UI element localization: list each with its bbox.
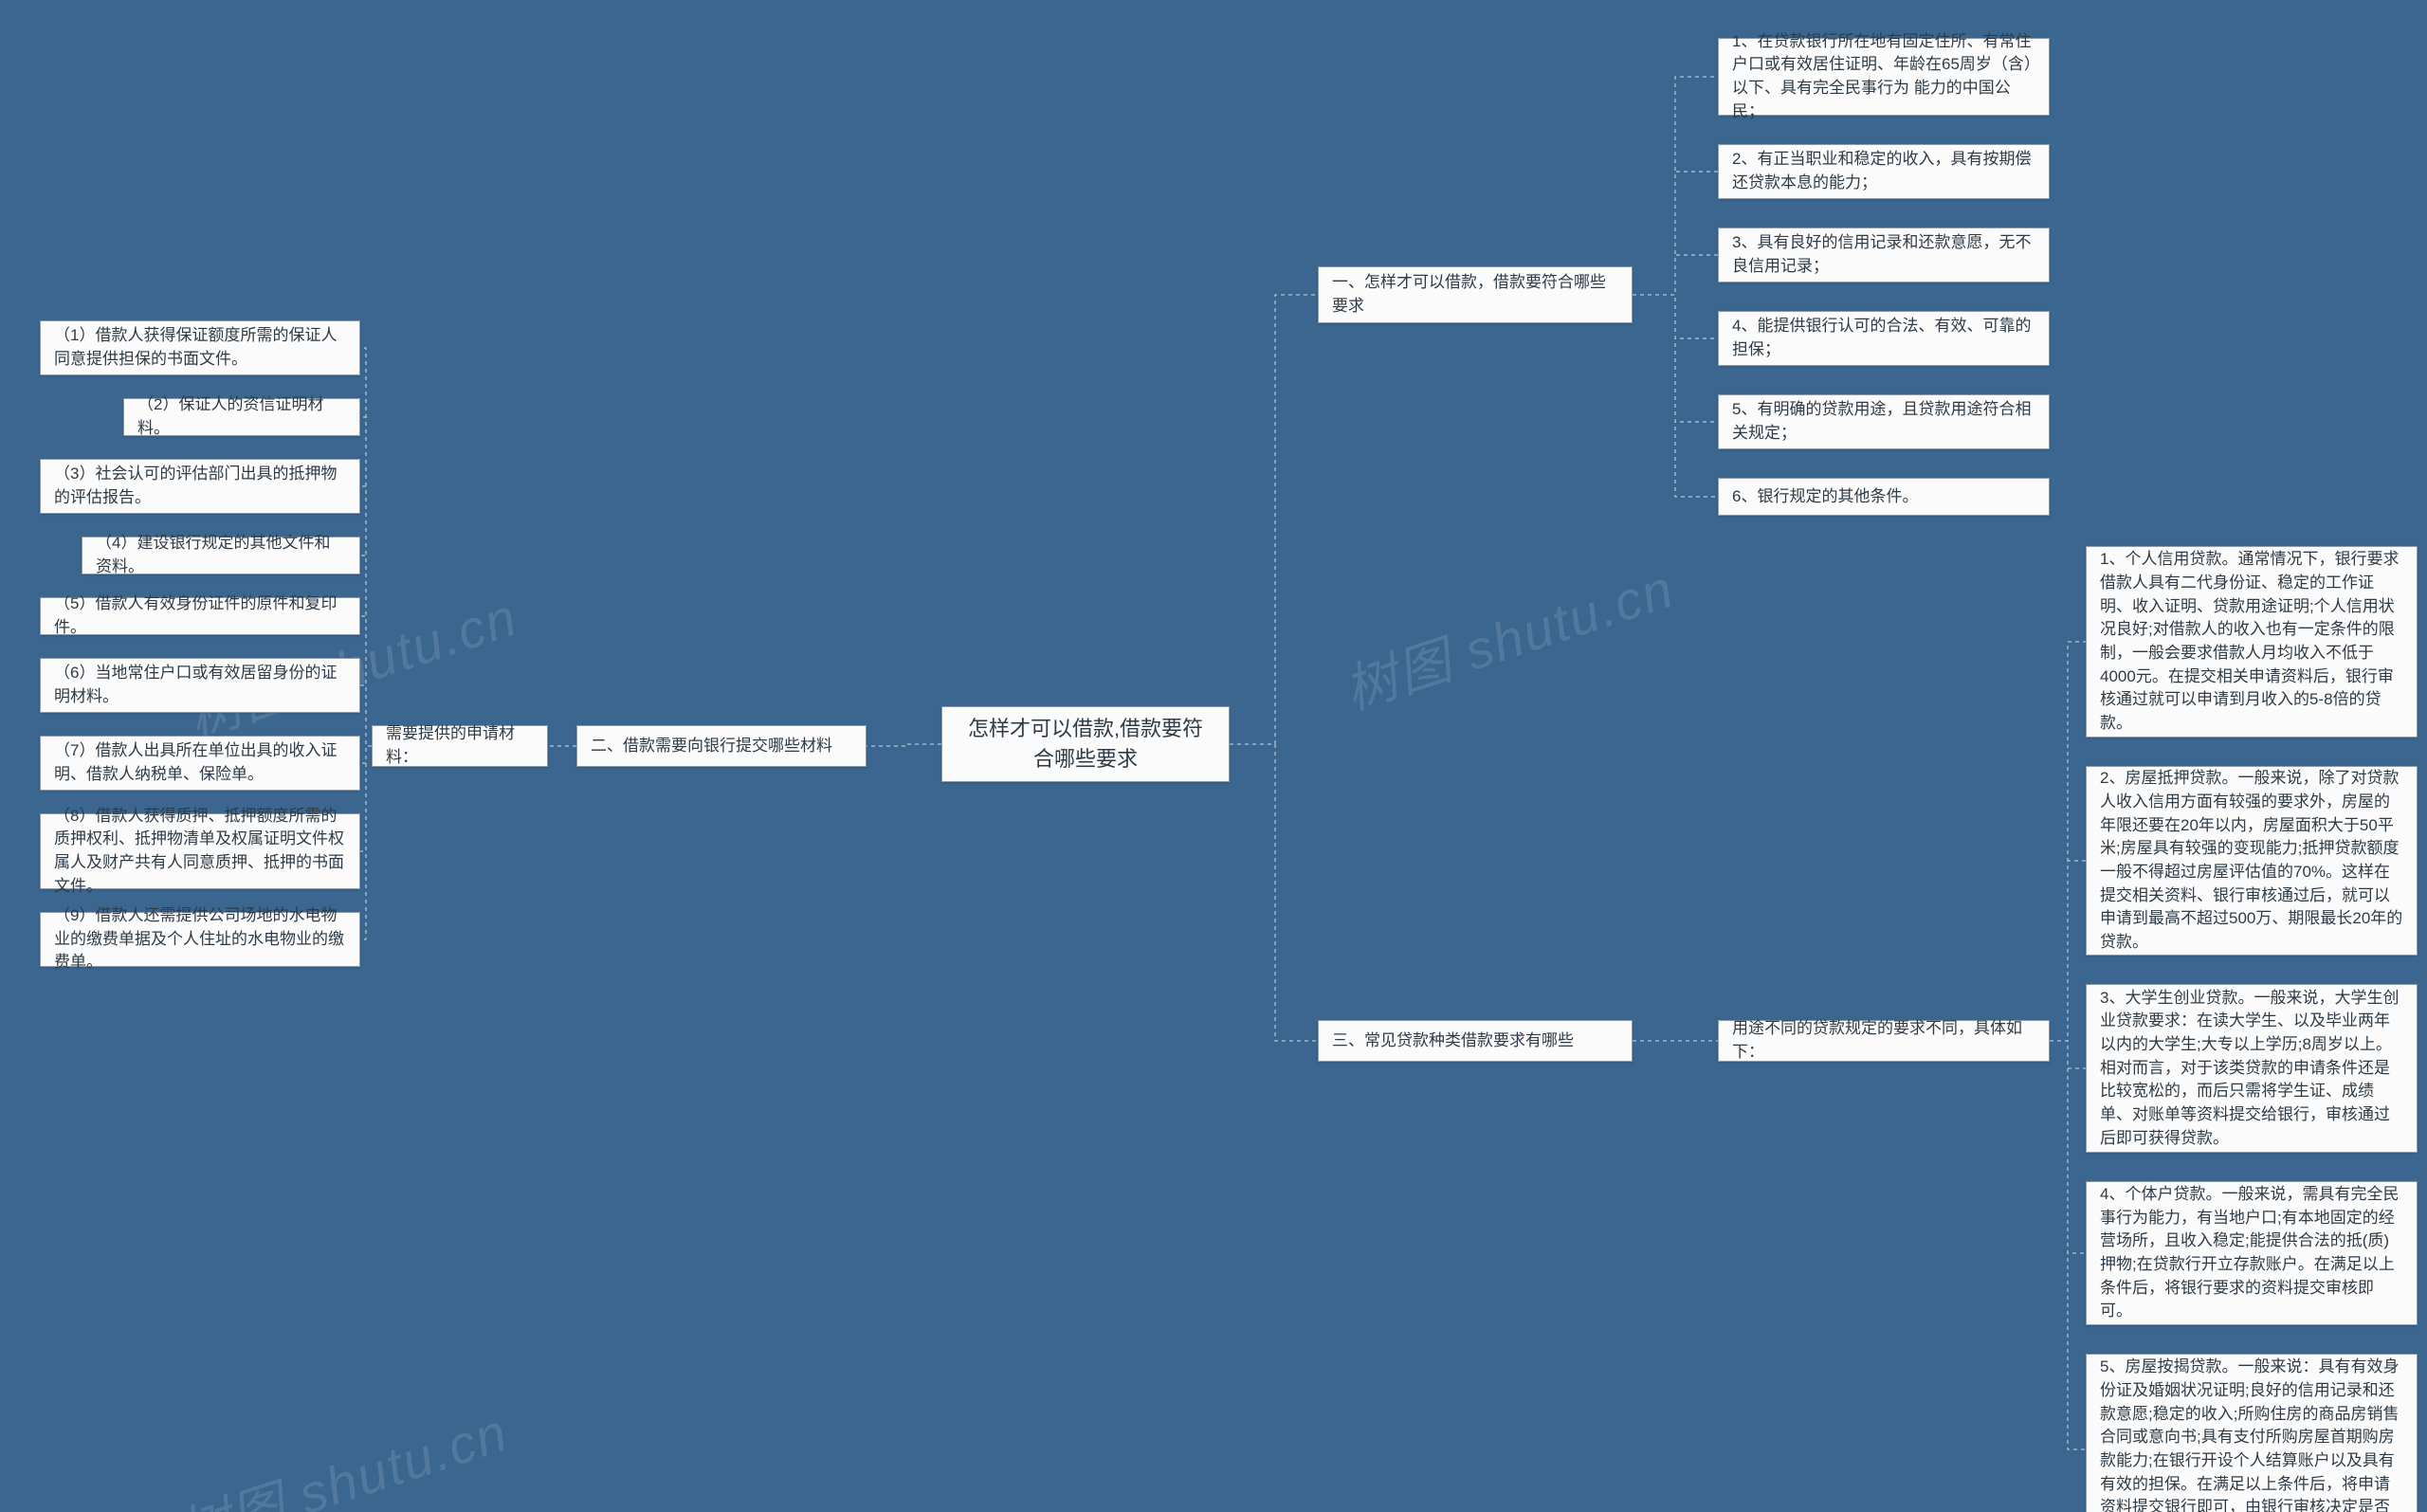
watermark: 树图 shutu.cn <box>167 1390 517 1512</box>
leaf-node[interactable]: （4）建设银行规定的其他文件和资料。 <box>82 537 360 574</box>
leaf-node[interactable]: （8）借款人获得质押、抵押额度所需的质押权利、抵押物清单及权属证明文件权属人及财… <box>40 813 360 889</box>
leaf-node[interactable]: （3）社会认可的评估部门出具的抵押物的评估报告。 <box>40 459 360 514</box>
branch-node-1[interactable]: 一、怎样才可以借款，借款要符合哪些要求 <box>1318 266 1633 323</box>
leaf-node[interactable]: （5）借款人有效身份证件的原件和复印件。 <box>40 597 360 635</box>
mindmap-canvas: 树图 shutu.cn 树图 shutu.cn 树图 shutu.cn <box>0 0 2427 1512</box>
leaf-node[interactable]: 6、银行规定的其他条件。 <box>1718 478 2050 516</box>
leaf-node[interactable]: 3、大学生创业贷款。一般来说，大学生创业贷款要求：在读大学生、以及毕业两年以内的… <box>2086 984 2418 1153</box>
leaf-node[interactable]: 3、具有良好的信用记录和还款意愿，无不良信用记录； <box>1718 228 2050 282</box>
branch-node-2[interactable]: 二、借款需要向银行提交哪些材料 <box>576 725 867 767</box>
leaf-node[interactable]: 1、个人信用贷款。通常情况下，银行要求借款人具有二代身份证、稳定的工作证明、收入… <box>2086 546 2418 738</box>
leaf-node[interactable]: （6）当地常住户口或有效居留身份的证明材料。 <box>40 658 360 713</box>
leaf-node[interactable]: （7）借款人出具所在单位出具的收入证明、借款人纳税单、保险单。 <box>40 736 360 791</box>
root-node[interactable]: 怎样才可以借款,借款要符合哪些要求 <box>941 706 1230 782</box>
leaf-node[interactable]: 4、能提供银行认可的合法、有效、可靠的担保； <box>1718 311 2050 366</box>
leaf-node[interactable]: 5、房屋按揭贷款。一般来说：具有有效身份证及婚姻状况证明;良好的信用记录和还款意… <box>2086 1354 2418 1512</box>
leaf-node[interactable]: 5、有明确的贷款用途，且贷款用途符合相关规定； <box>1718 394 2050 449</box>
leaf-node[interactable]: 4、个体户贷款。一般来说，需具有完全民事行为能力，有当地户口;有本地固定的经营场… <box>2086 1181 2418 1325</box>
branch-node-2-label[interactable]: 需要提供的申请材料： <box>372 725 548 767</box>
leaf-node[interactable]: 2、房屋抵押贷款。一般来说，除了对贷款人收入信用方面有较强的要求外，房屋的年限还… <box>2086 766 2418 956</box>
branch-node-3-label[interactable]: 用途不同的贷款规定的要求不同，具体如下： <box>1718 1020 2050 1062</box>
leaf-node[interactable]: （9）借款人还需提供公司场地的水电物业的缴费单据及个人住址的水电物业的缴费单。 <box>40 912 360 967</box>
branch-node-3[interactable]: 三、常见贷款种类借款要求有哪些 <box>1318 1020 1633 1062</box>
watermark: 树图 shutu.cn <box>1333 546 1683 725</box>
leaf-node[interactable]: （2）保证人的资信证明材料。 <box>123 398 360 436</box>
leaf-node[interactable]: 1、在贷款银行所在地有固定住所、有常住户口或有效居住证明、年龄在65周岁（含）以… <box>1718 38 2050 116</box>
leaf-node[interactable]: （1）借款人获得保证额度所需的保证人同意提供担保的书面文件。 <box>40 320 360 375</box>
leaf-node[interactable]: 2、有正当职业和稳定的收入，具有按期偿还贷款本息的能力； <box>1718 144 2050 199</box>
